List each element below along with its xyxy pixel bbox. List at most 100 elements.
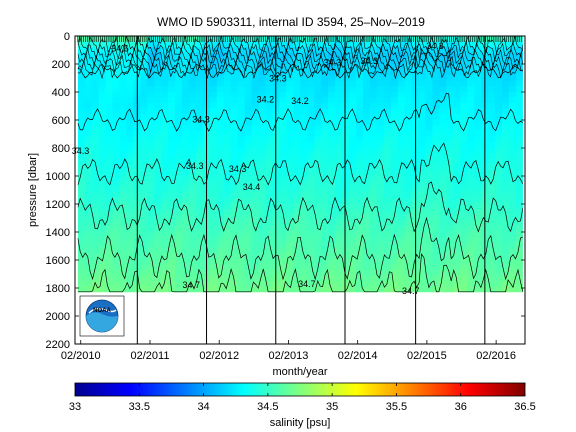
field-cell	[502, 258, 510, 265]
field-cell	[272, 108, 281, 115]
field-cell	[91, 80, 100, 87]
field-cell	[432, 125, 441, 132]
field-cell	[369, 152, 378, 160]
field-cell	[230, 180, 239, 187]
field-cell	[495, 208, 503, 215]
field-cell	[300, 152, 308, 160]
field-cell	[369, 175, 378, 182]
field-cell	[189, 208, 197, 215]
field-cell	[460, 203, 468, 210]
field-cell	[502, 208, 510, 215]
field-cell	[154, 247, 162, 254]
contour-labels: 34.634.334.334.3 34.334.434.334.2 34.234.3…	[72, 41, 444, 296]
field-cell	[98, 91, 107, 98]
field-cell	[418, 169, 427, 176]
field-cell	[196, 236, 204, 243]
field-cell	[147, 225, 155, 232]
y-tick-label: 2200	[46, 339, 70, 351]
field-cell	[488, 281, 496, 288]
field-cell	[244, 86, 253, 93]
field-cell	[362, 52, 371, 59]
field-cell	[189, 219, 197, 226]
field-cell	[244, 58, 253, 65]
field-cell	[515, 74, 523, 82]
field-cell	[182, 141, 190, 148]
field-cell	[244, 219, 253, 226]
field-cell	[175, 58, 183, 65]
field-cell	[467, 286, 475, 293]
field-cell	[112, 208, 121, 215]
field-cell	[515, 97, 523, 104]
field-cell	[279, 203, 288, 210]
field-cell	[321, 242, 329, 249]
field-cell	[272, 242, 281, 249]
contour-label: 34.3	[426, 41, 444, 51]
field-cell	[474, 219, 482, 226]
field-cell	[77, 152, 86, 160]
field-cell	[383, 197, 392, 204]
field-cell	[209, 180, 218, 187]
field-cell	[112, 113, 121, 121]
contour-label: 34.3	[229, 164, 247, 174]
field-cell	[515, 130, 523, 137]
field-cell	[168, 125, 176, 132]
field-cell	[237, 230, 246, 238]
field-cell	[453, 208, 461, 215]
field-cell	[258, 230, 267, 238]
field-cell	[91, 152, 100, 160]
field-cell	[189, 281, 197, 288]
field-cell	[251, 275, 260, 282]
field-cell	[126, 63, 135, 71]
field-cell	[439, 125, 448, 132]
field-cell	[223, 208, 232, 215]
field-cell	[251, 175, 260, 182]
field-cell	[307, 102, 315, 110]
field-cell	[383, 97, 392, 104]
field-cell	[307, 225, 315, 232]
field-cell	[335, 125, 343, 132]
field-cell	[502, 253, 510, 260]
field-cell	[446, 203, 454, 210]
field-cell	[105, 253, 114, 260]
field-cell	[91, 275, 100, 282]
field-cell	[251, 141, 260, 148]
field-cell	[230, 147, 239, 154]
field-cell	[300, 80, 308, 87]
field-cell	[446, 130, 454, 137]
field-cell	[349, 286, 357, 293]
field-cell	[342, 102, 350, 110]
field-cell	[369, 130, 378, 137]
field-cell	[474, 147, 482, 154]
field-cell	[467, 281, 475, 288]
field-cell	[168, 230, 176, 238]
field-cell	[196, 119, 204, 126]
field-cell	[161, 136, 169, 143]
field-cell	[244, 47, 253, 54]
field-cell	[467, 86, 475, 93]
field-cell	[432, 63, 441, 71]
field-cell	[453, 86, 461, 93]
field-cell	[189, 108, 197, 115]
field-cell	[105, 58, 114, 65]
field-cell	[342, 203, 350, 210]
field-cell	[91, 219, 100, 226]
field-cell	[77, 197, 86, 204]
field-cell	[112, 147, 121, 154]
field-cell	[223, 86, 232, 93]
field-cell	[161, 102, 169, 110]
field-cell	[237, 225, 246, 232]
field-cell	[509, 52, 517, 59]
field-cell	[126, 175, 135, 182]
field-cell	[293, 74, 301, 82]
field-cell	[404, 86, 413, 93]
field-cell	[425, 230, 434, 238]
field-cell	[84, 214, 93, 221]
field-cell	[140, 158, 148, 165]
field-cell	[77, 208, 86, 215]
field-cell	[175, 36, 183, 43]
field-cell	[314, 52, 322, 59]
field-cell	[286, 147, 294, 154]
field-cell	[77, 102, 86, 110]
field-cell	[418, 286, 427, 293]
field-cell	[355, 180, 364, 187]
